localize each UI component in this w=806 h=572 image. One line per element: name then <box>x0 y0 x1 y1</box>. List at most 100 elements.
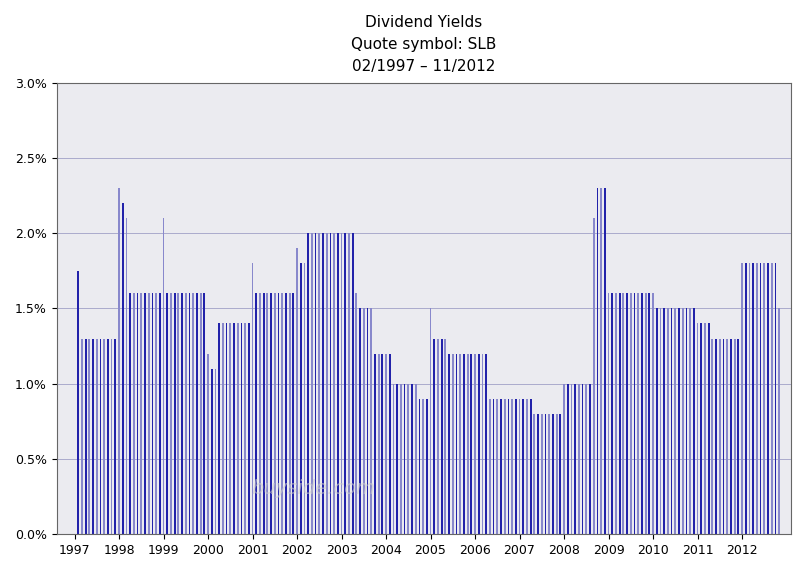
Bar <box>422 399 424 534</box>
Bar <box>140 293 142 534</box>
Bar <box>222 323 224 534</box>
Bar <box>530 399 531 534</box>
Bar <box>485 353 487 534</box>
Bar <box>81 339 83 534</box>
Bar <box>411 384 413 534</box>
Bar <box>296 248 298 534</box>
Bar <box>723 339 725 534</box>
Bar <box>608 293 609 534</box>
Bar <box>144 293 146 534</box>
Bar <box>89 339 90 534</box>
Bar <box>444 339 447 534</box>
Bar <box>737 339 739 534</box>
Bar <box>415 384 417 534</box>
Bar <box>689 308 691 534</box>
Bar <box>322 233 324 534</box>
Bar <box>638 293 639 534</box>
Bar <box>492 399 494 534</box>
Bar <box>244 323 246 534</box>
Bar <box>615 293 617 534</box>
Bar <box>504 399 505 534</box>
Bar <box>500 399 502 534</box>
Bar <box>214 368 216 534</box>
Bar <box>430 308 431 534</box>
Bar <box>742 263 743 534</box>
Bar <box>96 339 98 534</box>
Bar <box>715 339 717 534</box>
Bar <box>397 384 398 534</box>
Title: Dividend Yields
Quote symbol: SLB
02/1997 – 11/2012: Dividend Yields Quote symbol: SLB 02/199… <box>351 15 496 74</box>
Bar <box>474 353 476 534</box>
Bar <box>203 293 206 534</box>
Bar <box>563 384 565 534</box>
Bar <box>585 384 588 534</box>
Bar <box>185 293 187 534</box>
Bar <box>400 384 401 534</box>
Bar <box>545 414 546 534</box>
Bar <box>555 414 558 534</box>
Bar <box>129 293 131 534</box>
Bar <box>100 339 102 534</box>
Bar <box>267 293 268 534</box>
Bar <box>207 353 209 534</box>
Bar <box>189 293 190 534</box>
Bar <box>626 293 628 534</box>
Bar <box>388 353 391 534</box>
Bar <box>775 263 776 534</box>
Bar <box>641 293 643 534</box>
Bar <box>522 399 524 534</box>
Bar <box>441 339 442 534</box>
Bar <box>478 353 480 534</box>
Bar <box>704 323 706 534</box>
Bar <box>649 293 650 534</box>
Bar <box>330 233 331 534</box>
Bar <box>571 384 572 534</box>
Bar <box>463 353 465 534</box>
Bar <box>274 293 276 534</box>
Bar <box>612 293 613 534</box>
Bar <box>455 353 457 534</box>
Bar <box>575 384 576 534</box>
Bar <box>763 263 765 534</box>
Bar <box>604 188 606 534</box>
Bar <box>170 293 172 534</box>
Bar <box>622 293 625 534</box>
Bar <box>181 293 183 534</box>
Bar <box>174 293 176 534</box>
Bar <box>596 188 598 534</box>
Bar <box>459 353 461 534</box>
Bar <box>582 384 584 534</box>
Bar <box>426 399 428 534</box>
Bar <box>418 399 420 534</box>
Bar <box>196 293 197 534</box>
Bar <box>355 293 357 534</box>
Bar <box>708 323 709 534</box>
Bar <box>452 353 454 534</box>
Bar <box>526 399 528 534</box>
Bar <box>333 233 335 534</box>
Bar <box>589 384 591 534</box>
Bar <box>85 339 86 534</box>
Bar <box>779 308 780 534</box>
Bar <box>177 293 179 534</box>
Bar <box>696 323 699 534</box>
Bar <box>293 293 294 534</box>
Bar <box>314 233 317 534</box>
Bar <box>259 293 261 534</box>
Bar <box>110 339 113 534</box>
Bar <box>307 233 309 534</box>
Bar <box>663 308 665 534</box>
Bar <box>211 368 213 534</box>
Bar <box>200 293 202 534</box>
Bar <box>771 263 773 534</box>
Bar <box>756 263 758 534</box>
Bar <box>537 414 539 534</box>
Bar <box>407 384 409 534</box>
Bar <box>378 353 380 534</box>
Bar <box>593 218 595 534</box>
Bar <box>226 323 227 534</box>
Bar <box>318 233 320 534</box>
Bar <box>374 353 376 534</box>
Bar <box>163 218 164 534</box>
Bar <box>248 323 250 534</box>
